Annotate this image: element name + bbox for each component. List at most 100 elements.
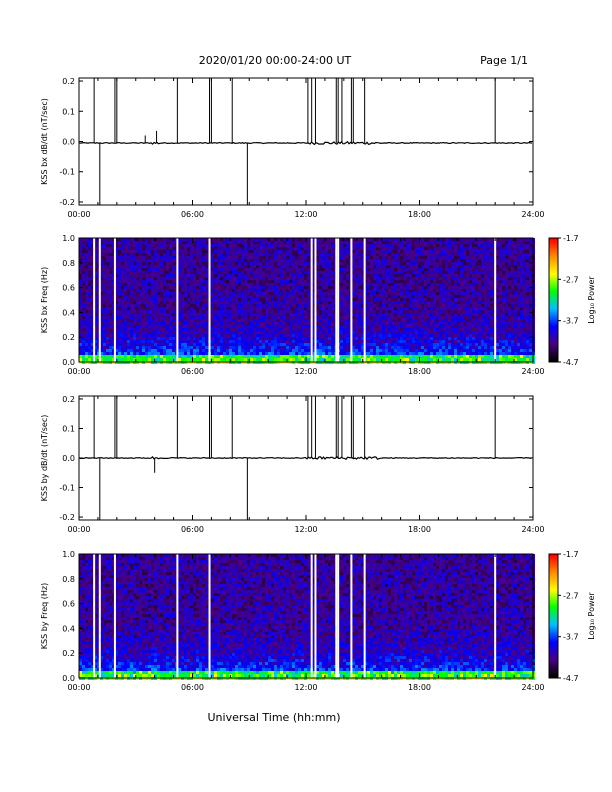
spectrogram-cell bbox=[172, 346, 175, 349]
spectrogram-cell bbox=[250, 244, 253, 247]
spectrogram-cell bbox=[97, 262, 100, 265]
spectrogram-cell bbox=[88, 358, 91, 361]
spectrogram-cell bbox=[190, 349, 193, 352]
spectrogram-cell bbox=[379, 349, 382, 352]
spectrogram-cell bbox=[88, 289, 91, 292]
spectrogram-cell bbox=[373, 322, 376, 325]
spectrogram-cell bbox=[355, 244, 358, 247]
spectrogram-cell bbox=[385, 355, 388, 358]
spectrogram-cell bbox=[406, 265, 409, 268]
spectrogram-cell bbox=[409, 355, 412, 358]
spectrogram-cell bbox=[115, 322, 118, 325]
spectrogram-cell bbox=[196, 301, 199, 304]
spectrogram-cell bbox=[205, 238, 208, 241]
spectrogram-cell bbox=[121, 334, 124, 337]
spectrogram-cell bbox=[229, 337, 232, 340]
spectrogram-cell bbox=[91, 328, 94, 331]
spectrogram-cell bbox=[202, 295, 205, 298]
spectrogram-cell bbox=[154, 352, 157, 355]
spectrogram-cell bbox=[250, 328, 253, 331]
spectrogram-cell bbox=[112, 307, 115, 310]
spectrogram-cell bbox=[211, 325, 214, 328]
spectrogram-cell bbox=[196, 250, 199, 253]
spectrogram-cell bbox=[346, 283, 349, 286]
spectrogram-cell bbox=[262, 262, 265, 265]
spectrogram-cell bbox=[133, 250, 136, 253]
spectrogram-cell bbox=[295, 334, 298, 337]
spectrogram-cell bbox=[211, 268, 214, 271]
spectrogram-cell bbox=[268, 265, 271, 268]
spectrogram-cell bbox=[358, 304, 361, 307]
spectrogram-cell bbox=[112, 313, 115, 316]
spectrogram-cell bbox=[160, 313, 163, 316]
spectrogram-cell bbox=[205, 268, 208, 271]
spectrogram-cell bbox=[211, 301, 214, 304]
spectrogram-cell bbox=[298, 307, 301, 310]
spectrogram-cell bbox=[412, 244, 415, 247]
spectrogram-cell bbox=[244, 346, 247, 349]
spectrogram-cell bbox=[319, 328, 322, 331]
spectrogram-cell bbox=[214, 337, 217, 340]
spectrogram-cell bbox=[385, 304, 388, 307]
spectrogram-cell bbox=[394, 337, 397, 340]
spectrogram-cell bbox=[316, 349, 319, 352]
spectrogram-cell bbox=[343, 358, 346, 361]
spectrogram-cell bbox=[322, 292, 325, 295]
spectrogram-cell bbox=[388, 310, 391, 313]
spectrogram-cell bbox=[133, 271, 136, 274]
spectrogram-cell bbox=[184, 283, 187, 286]
spectrogram-cell bbox=[160, 241, 163, 244]
spectrogram-cell bbox=[343, 295, 346, 298]
spectrogram-cell bbox=[100, 289, 103, 292]
spectrogram-cell bbox=[367, 310, 370, 313]
spectrogram-cell bbox=[199, 286, 202, 289]
spectrogram-cell bbox=[82, 346, 85, 349]
spectrogram-cell bbox=[403, 328, 406, 331]
spectrogram-cell bbox=[328, 259, 331, 262]
spectrogram-cell bbox=[346, 274, 349, 277]
spectrogram-cell bbox=[346, 301, 349, 304]
spectrogram-cell bbox=[391, 352, 394, 355]
spectrogram-cell bbox=[388, 295, 391, 298]
spectrogram-cell bbox=[319, 319, 322, 322]
spectrogram-cell bbox=[307, 358, 310, 361]
spectrogram-cell bbox=[88, 277, 91, 280]
spectrogram-cell bbox=[127, 349, 130, 352]
spectrogram-cell bbox=[376, 343, 379, 346]
spectrogram-cell bbox=[118, 271, 121, 274]
spectrogram-cell bbox=[256, 256, 259, 259]
spectrogram-cell bbox=[82, 319, 85, 322]
spectrogram-cell bbox=[202, 340, 205, 343]
spectrogram-cell bbox=[103, 349, 106, 352]
spectrogram-cell bbox=[139, 352, 142, 355]
spectrogram-cell bbox=[91, 343, 94, 346]
spectrogram-cell bbox=[355, 322, 358, 325]
spectrogram-cell bbox=[127, 250, 130, 253]
spectrogram-cell bbox=[367, 328, 370, 331]
spectrogram-cell bbox=[388, 337, 391, 340]
spectrogram-cell bbox=[331, 325, 334, 328]
spectrogram-cell bbox=[256, 307, 259, 310]
spectrogram-cell bbox=[124, 340, 127, 343]
spectrogram-cell bbox=[130, 277, 133, 280]
spectrogram-cell bbox=[184, 253, 187, 256]
spectrogram-cell bbox=[148, 277, 151, 280]
spectrogram-cell bbox=[181, 283, 184, 286]
spectrogram-cell bbox=[115, 337, 118, 340]
spectrogram-cell bbox=[409, 313, 412, 316]
spectrogram-cell bbox=[268, 349, 271, 352]
spectrogram-cell bbox=[151, 328, 154, 331]
spectrogram-cell bbox=[190, 301, 193, 304]
spectrogram-cell bbox=[223, 310, 226, 313]
spectrogram-cell bbox=[280, 307, 283, 310]
spectrogram-cell bbox=[280, 238, 283, 241]
spectrogram-cell bbox=[193, 253, 196, 256]
spectrogram-cell bbox=[214, 298, 217, 301]
spectrogram-cell bbox=[352, 250, 355, 253]
spectrogram-cell bbox=[361, 331, 364, 334]
spectrogram-cell bbox=[406, 277, 409, 280]
spectrogram-cell bbox=[112, 259, 115, 262]
spectrogram-cell bbox=[223, 328, 226, 331]
spectrogram-cell bbox=[370, 259, 373, 262]
spectrogram-cell bbox=[280, 316, 283, 319]
